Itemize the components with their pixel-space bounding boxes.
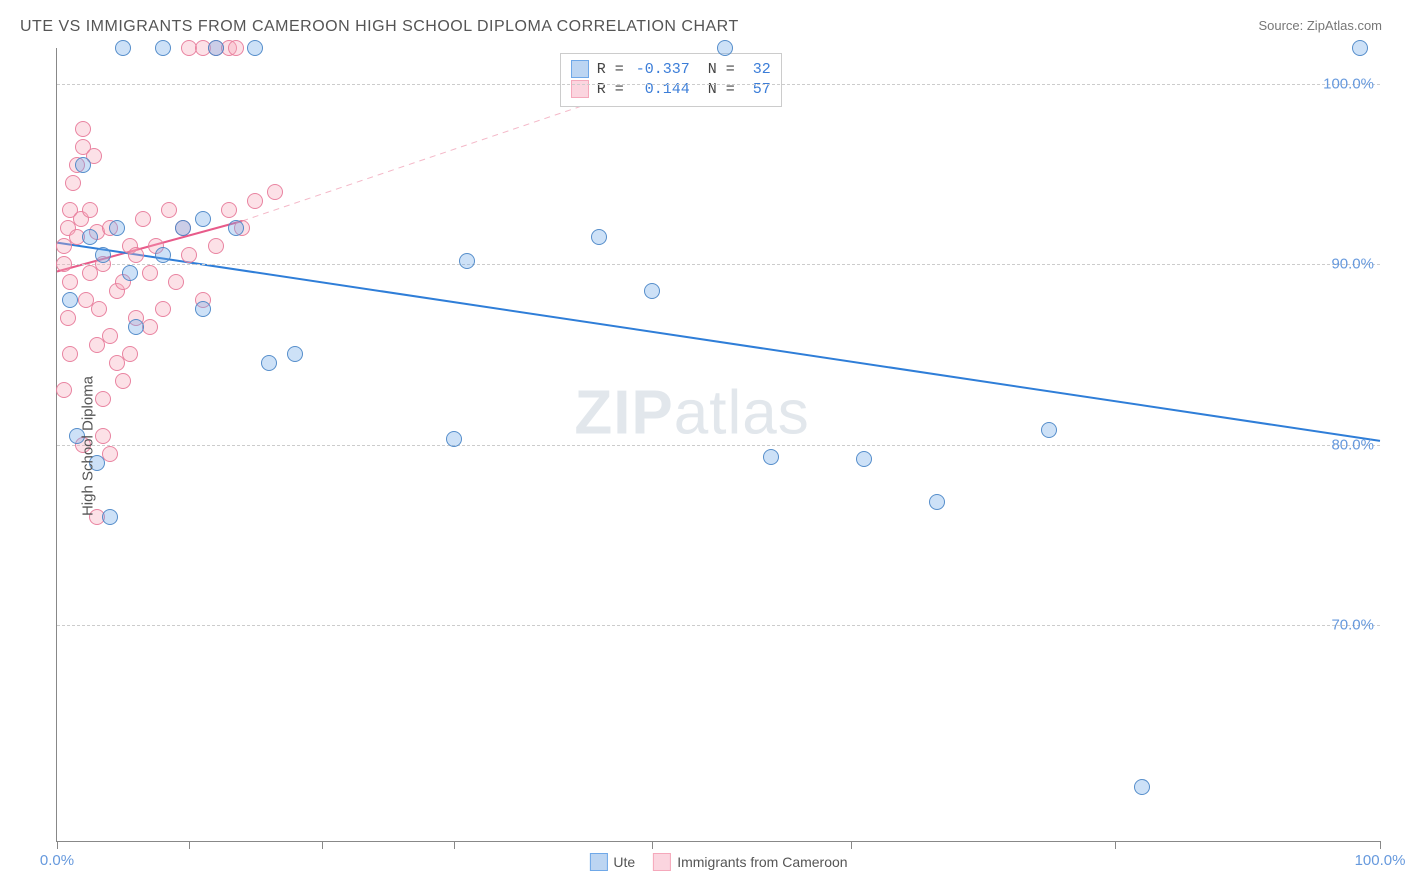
scatter-point	[287, 346, 303, 362]
chart-title: UTE VS IMMIGRANTS FROM CAMEROON HIGH SCH…	[20, 18, 739, 36]
x-tick	[652, 841, 653, 849]
stats-r-label: R =	[597, 61, 624, 78]
stats-swatch	[571, 80, 589, 98]
scatter-point	[1352, 40, 1368, 56]
y-tick-label: 90.0%	[1331, 256, 1374, 273]
gridline	[57, 264, 1380, 265]
scatter-point	[82, 229, 98, 245]
gridline	[57, 445, 1380, 446]
scatter-point	[95, 428, 111, 444]
scatter-point	[221, 202, 237, 218]
stats-r-value: -0.337	[632, 61, 690, 78]
scatter-point	[115, 40, 131, 56]
stats-n-label: N =	[708, 61, 735, 78]
watermark: ZIPatlas	[574, 377, 809, 448]
legend-item: Ute	[589, 853, 635, 871]
scatter-point	[109, 220, 125, 236]
scatter-point	[446, 431, 462, 447]
x-tick	[851, 841, 852, 849]
scatter-point	[82, 202, 98, 218]
stats-swatch	[571, 60, 589, 78]
x-tick	[57, 841, 58, 849]
stats-box: R = -0.337 N = 32 R = 0.144N =57	[560, 53, 782, 107]
scatter-point	[717, 40, 733, 56]
scatter-point	[62, 274, 78, 290]
gridline	[57, 625, 1380, 626]
scatter-point	[62, 292, 78, 308]
scatter-point	[128, 319, 144, 335]
trendline	[57, 243, 1380, 441]
y-tick-label: 80.0%	[1331, 436, 1374, 453]
scatter-point	[95, 247, 111, 263]
scatter-point	[142, 265, 158, 281]
scatter-point	[102, 328, 118, 344]
scatter-point	[161, 202, 177, 218]
scatter-point	[102, 509, 118, 525]
scatter-point	[247, 193, 263, 209]
scatter-point	[91, 301, 107, 317]
x-tick	[1380, 841, 1381, 849]
scatter-point	[155, 301, 171, 317]
scatter-point	[75, 157, 91, 173]
stats-row: R = 0.144N =57	[571, 80, 771, 98]
scatter-point	[168, 274, 184, 290]
legend-label: Immigrants from Cameroon	[677, 854, 847, 870]
scatter-point	[155, 247, 171, 263]
x-tick	[1115, 841, 1116, 849]
scatter-point	[763, 449, 779, 465]
y-axis-label: High School Diploma	[80, 376, 97, 516]
legend-label: Ute	[613, 854, 635, 870]
scatter-point	[56, 256, 72, 272]
scatter-point	[122, 346, 138, 362]
scatter-point	[115, 373, 131, 389]
stats-row: R = -0.337 N = 32	[571, 60, 771, 78]
legend-item: Immigrants from Cameroon	[653, 853, 847, 871]
scatter-point	[591, 229, 607, 245]
stats-n-value: 32	[743, 61, 771, 78]
scatter-point	[181, 247, 197, 263]
scatter-point	[56, 382, 72, 398]
scatter-point	[267, 184, 283, 200]
y-tick-label: 70.0%	[1331, 616, 1374, 633]
scatter-point	[60, 310, 76, 326]
scatter-point	[122, 265, 138, 281]
scatter-point	[644, 283, 660, 299]
scatter-point	[247, 40, 263, 56]
legend-swatch	[653, 853, 671, 871]
scatter-point	[128, 247, 144, 263]
scatter-point	[459, 253, 475, 269]
legend: Ute Immigrants from Cameroon	[589, 853, 847, 871]
chart-plot-area: ZIPatlas R =-0.337N =32R = 0.144N =57 Ut…	[56, 48, 1380, 842]
scatter-point	[155, 40, 171, 56]
scatter-point	[929, 494, 945, 510]
scatter-point	[195, 301, 211, 317]
gridline	[57, 84, 1380, 85]
scatter-point	[856, 451, 872, 467]
scatter-point	[95, 391, 111, 407]
source-label: Source: ZipAtlas.com	[1258, 18, 1382, 33]
x-tick	[454, 841, 455, 849]
x-tick	[189, 841, 190, 849]
scatter-point	[65, 175, 81, 191]
scatter-point	[75, 121, 91, 137]
y-tick-label: 100.0%	[1323, 76, 1374, 93]
scatter-point	[208, 40, 224, 56]
x-tick-label: 0.0%	[40, 852, 74, 869]
scatter-point	[228, 220, 244, 236]
legend-swatch	[589, 853, 607, 871]
x-tick	[322, 841, 323, 849]
scatter-point	[1134, 779, 1150, 795]
scatter-point	[195, 211, 211, 227]
scatter-point	[208, 238, 224, 254]
scatter-point	[62, 346, 78, 362]
scatter-point	[228, 40, 244, 56]
scatter-point	[1041, 422, 1057, 438]
scatter-point	[175, 220, 191, 236]
scatter-point	[261, 355, 277, 371]
x-tick-label: 100.0%	[1355, 852, 1406, 869]
scatter-point	[135, 211, 151, 227]
